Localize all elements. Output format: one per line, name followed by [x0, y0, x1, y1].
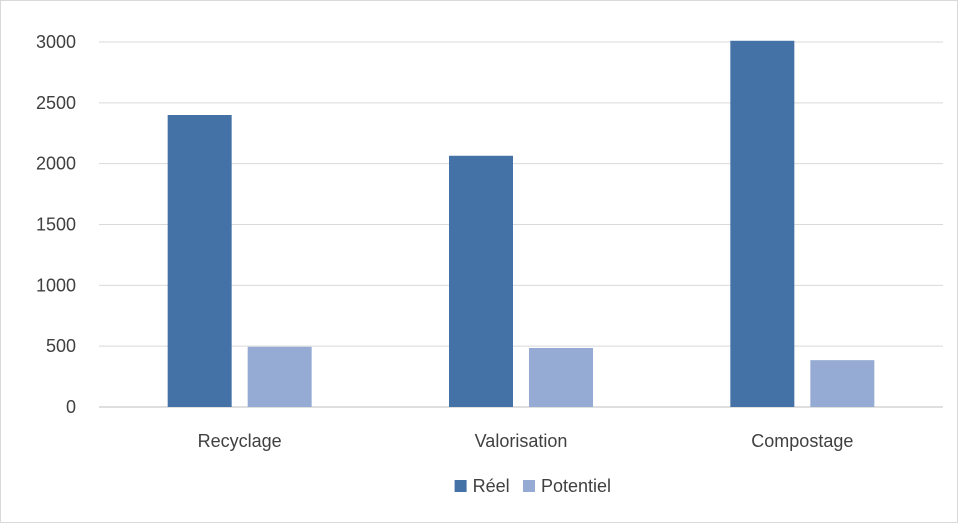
y-tick-label: 500 — [46, 336, 76, 356]
legend-swatch-reel — [454, 480, 467, 492]
legend-label-potentiel: Potentiel — [541, 476, 611, 496]
legend: Réel Potentiel — [454, 476, 611, 496]
bar-reel-recyclage — [167, 115, 232, 407]
y-axis-tick-labels: 0 500 1000 1500 2000 2500 3000 — [36, 32, 76, 417]
x-tick-label: Compostage — [751, 431, 853, 451]
legend-swatch-potentiel — [523, 480, 535, 492]
y-tick-label: 1000 — [36, 275, 76, 295]
x-axis-tick-labels: Recyclage Valorisation Compostage — [198, 431, 854, 451]
bar-reel-compostage — [730, 40, 795, 408]
y-tick-label: 2500 — [36, 93, 76, 113]
gridlines — [99, 41, 943, 408]
bar-potentiel-compostage — [810, 360, 875, 407]
x-tick-label: Valorisation — [475, 431, 568, 451]
bars — [167, 40, 875, 408]
y-tick-label: 1500 — [36, 215, 76, 235]
bar-reel-valorisation — [449, 155, 513, 407]
x-tick-label: Recyclage — [198, 431, 282, 451]
y-tick-label: 3000 — [36, 32, 76, 52]
bar-potentiel-valorisation — [529, 347, 593, 407]
legend-label-reel: Réel — [473, 476, 510, 496]
y-tick-label: 2000 — [36, 154, 76, 174]
y-tick-label: 0 — [66, 397, 76, 417]
bar-potentiel-recyclage — [247, 346, 312, 407]
